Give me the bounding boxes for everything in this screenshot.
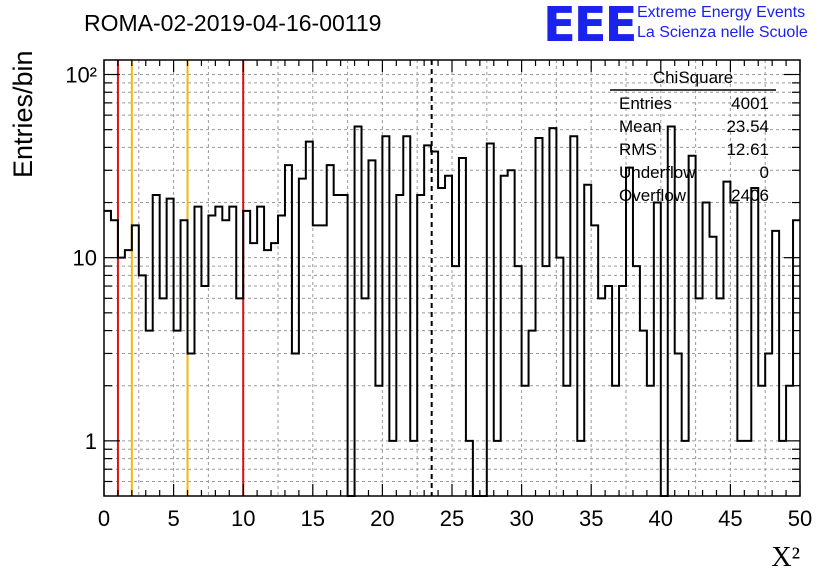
histogram-series [104, 125, 800, 497]
x-tick-label: 20 [370, 506, 394, 531]
stats-value: 0 [759, 163, 769, 182]
x-axis-label: X² [771, 542, 800, 572]
stats-label: RMS [619, 140, 657, 159]
x-tick-label: 5 [167, 506, 179, 531]
stats-value: 4001 [731, 94, 769, 113]
tick-labels: 0 5 10 15 20 25 30 35 40 45 50 1 10 10² [65, 63, 812, 531]
x-tick-label: 50 [788, 506, 812, 531]
vertical-markers [116, 60, 433, 496]
x-tick-label: 10 [231, 506, 255, 531]
stats-label: Mean [619, 117, 662, 136]
y-tick-label: 10² [65, 63, 97, 88]
stats-label: Overflow [619, 186, 687, 205]
stats-box-title: ChiSquare [652, 68, 734, 87]
logo-line-1: Extreme Energy Events [637, 4, 806, 21]
x-tick-label: 40 [649, 506, 673, 531]
y-tick-label: 10 [73, 246, 97, 271]
stats-label: Underflow [619, 163, 696, 182]
logo-line-2: La Scienza nelle Scuole [637, 24, 808, 41]
y-tick-label: 1 [85, 429, 97, 454]
chart-title: ROMA-02-2019-04-16-00119 [84, 10, 382, 36]
axes [103, 59, 801, 497]
x-tick-label: 30 [509, 506, 533, 531]
y-axis-label: Entries/bin [8, 50, 38, 178]
stats-label: Entries [619, 94, 672, 113]
stats-value: 23.54 [726, 117, 769, 136]
x-tick-label: 45 [718, 506, 742, 531]
x-tick-label: 25 [440, 506, 464, 531]
eee-logo: EEE [543, 0, 637, 53]
stats-value: 12.61 [726, 140, 769, 159]
stats-value: 2406 [731, 186, 769, 205]
x-tick-label: 15 [301, 506, 325, 531]
x-tick-label: 35 [579, 506, 603, 531]
x-tick-label: 0 [98, 506, 110, 531]
